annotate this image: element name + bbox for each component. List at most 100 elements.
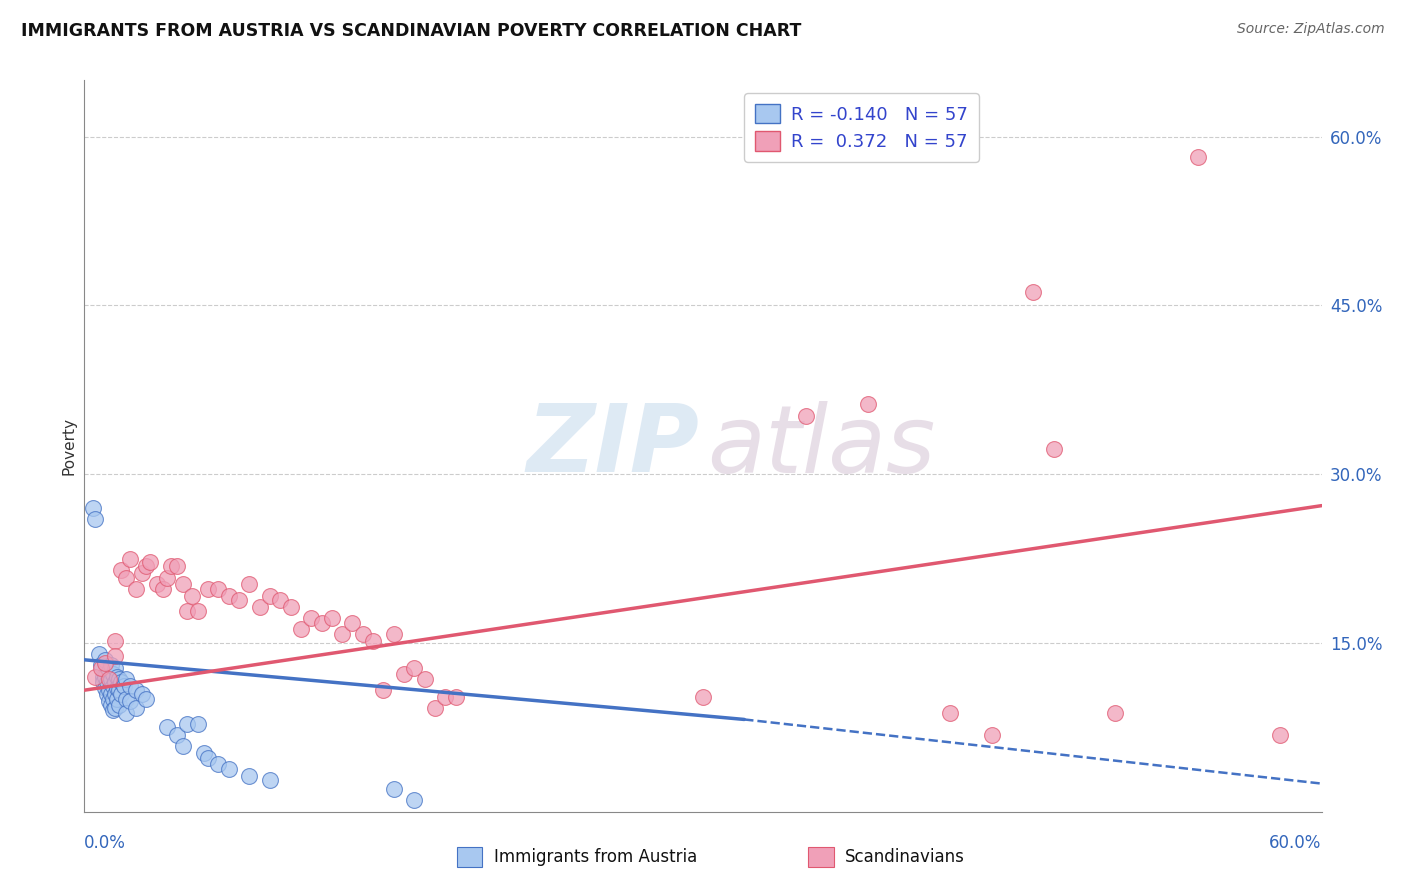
Point [83, 670, 105, 684]
Point [392, 667, 415, 681]
Point [90, 658, 112, 673]
Point [110, 687, 132, 701]
Point [856, 397, 879, 411]
Point [118, 694, 141, 708]
Point [228, 593, 250, 607]
Point [218, 762, 240, 776]
Point [91, 670, 114, 684]
Point [105, 681, 128, 695]
Point [1187, 150, 1209, 164]
Point [94, 681, 117, 695]
Point [172, 739, 194, 754]
Text: Scandinavians: Scandinavians [845, 848, 965, 866]
Point [118, 679, 141, 693]
Point [114, 571, 136, 585]
Point [98, 683, 121, 698]
Point [280, 599, 302, 614]
Point [103, 692, 125, 706]
Point [100, 658, 122, 673]
Point [156, 571, 179, 585]
Point [980, 728, 1002, 742]
Point [290, 623, 312, 637]
Text: 0.0%: 0.0% [84, 834, 127, 852]
Point [125, 683, 148, 698]
Point [1022, 285, 1045, 299]
Point [423, 701, 446, 715]
Point [103, 679, 125, 693]
Point [103, 703, 125, 717]
FancyBboxPatch shape [808, 847, 834, 867]
Point [269, 593, 291, 607]
Point [382, 782, 405, 797]
Point [94, 653, 117, 667]
Point [404, 661, 426, 675]
Point [118, 551, 141, 566]
Point [131, 566, 153, 581]
Point [108, 698, 131, 712]
Point [114, 672, 136, 686]
Point [104, 701, 127, 715]
Point [197, 750, 219, 764]
Text: IMMIGRANTS FROM AUSTRIA VS SCANDINAVIAN POVERTY CORRELATION CHART: IMMIGRANTS FROM AUSTRIA VS SCANDINAVIAN … [21, 22, 801, 40]
Point [108, 672, 131, 686]
Point [176, 717, 198, 731]
Y-axis label: Poverty: Poverty [60, 417, 76, 475]
Point [104, 687, 127, 701]
Point [187, 717, 209, 731]
Text: Source: ZipAtlas.com: Source: ZipAtlas.com [1237, 22, 1385, 37]
Text: atlas: atlas [707, 401, 935, 491]
Point [114, 692, 136, 706]
Point [104, 661, 127, 675]
Point [104, 633, 127, 648]
Point [361, 633, 384, 648]
Point [299, 611, 322, 625]
Point [98, 694, 121, 708]
Point [100, 698, 122, 712]
Point [193, 746, 215, 760]
Text: 60.0%: 60.0% [1270, 834, 1322, 852]
Point [172, 577, 194, 591]
Point [94, 670, 117, 684]
Point [207, 757, 229, 772]
Point [238, 577, 260, 591]
Point [100, 687, 122, 701]
Point [135, 559, 157, 574]
Point [112, 679, 135, 693]
Point [125, 701, 148, 715]
Point [87, 647, 110, 661]
Point [352, 627, 374, 641]
Point [114, 706, 136, 720]
Point [152, 582, 174, 596]
Point [259, 589, 281, 603]
Point [1270, 728, 1292, 742]
Point [139, 555, 162, 569]
Point [187, 604, 209, 618]
Point [90, 661, 112, 675]
Point [238, 769, 260, 783]
Point [176, 604, 198, 618]
Point [98, 672, 121, 686]
Point [1104, 706, 1126, 720]
Point [434, 690, 457, 704]
Point [249, 599, 271, 614]
Point [104, 675, 127, 690]
Point [197, 582, 219, 596]
Text: Immigrants from Austria: Immigrants from Austria [494, 848, 697, 866]
Point [444, 690, 467, 704]
Point [156, 720, 179, 734]
Point [82, 500, 104, 515]
Point [110, 563, 132, 577]
Text: ZIP: ZIP [526, 400, 699, 492]
Point [373, 683, 395, 698]
Point [105, 692, 128, 706]
Point [259, 773, 281, 788]
FancyBboxPatch shape [457, 847, 482, 867]
Point [1042, 442, 1064, 457]
Point [105, 670, 128, 684]
Point [404, 793, 426, 807]
Point [100, 672, 122, 686]
Point [160, 559, 183, 574]
Point [794, 409, 817, 423]
Point [311, 615, 333, 630]
Point [91, 675, 114, 690]
